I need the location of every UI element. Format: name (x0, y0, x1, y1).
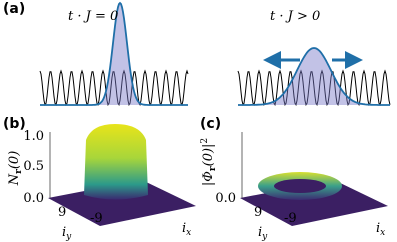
panel-a (39, 1, 391, 107)
z-tick-label: 1.0 (23, 129, 44, 144)
z-tick-label: 0.0 (23, 191, 44, 206)
z-tick-label: 0.0 (215, 191, 236, 206)
axis-label: ix (376, 221, 385, 238)
z-label: |Φr(0)|2 (200, 138, 218, 186)
axis-label: iy (258, 225, 268, 242)
surface (274, 179, 326, 193)
tick-label: 9 (58, 205, 66, 220)
tick-label: 9 (254, 205, 262, 220)
wavepacket (40, 1, 188, 106)
surface (84, 124, 148, 200)
axis-label: ix (182, 221, 191, 238)
axis-label: iy (62, 225, 72, 242)
panel-label: (b) (3, 116, 26, 132)
wavepacket-fill (238, 48, 390, 105)
wavepacket (238, 47, 390, 106)
panel-title: t · J > 0 (270, 9, 320, 24)
z-tick-label: 0.5 (23, 159, 44, 174)
wavepacket-fill (40, 3, 188, 105)
tick-label: -9 (90, 211, 103, 226)
panel-title: t · J = 0 (68, 9, 118, 24)
panel-label: (a) (3, 1, 25, 17)
z-label: Nr(0) (7, 151, 24, 187)
lattice (39, 69, 189, 107)
tick-label: -9 (284, 211, 297, 226)
panel-label: (c) (200, 116, 221, 132)
lattice (237, 69, 391, 107)
